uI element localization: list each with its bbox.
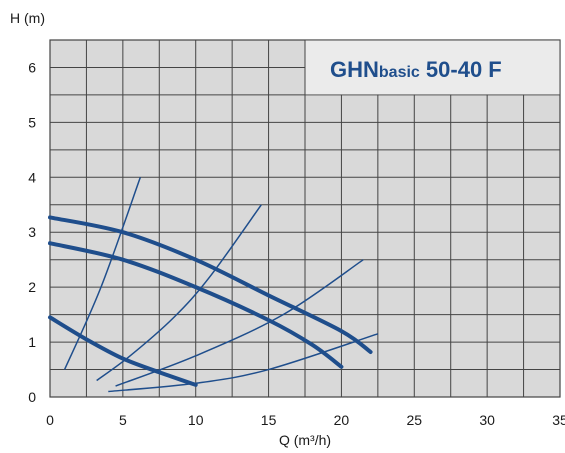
x-tick-label: 35: [552, 412, 565, 428]
pump-curve: [48, 241, 344, 369]
y-axis-label: H (m): [10, 10, 45, 26]
title-mid: basic: [379, 64, 420, 81]
title-box: [305, 40, 560, 95]
pump-curve: [48, 215, 373, 354]
title-prefix: GHN: [330, 57, 379, 82]
x-axis-label: Q (m³/h): [279, 432, 331, 448]
x-tick-label: 0: [46, 412, 54, 428]
tick-labels: 0 5 10 15 20 25 30 35 0 1 2 3 4 5 6: [28, 59, 565, 428]
x-tick-label: 5: [119, 412, 127, 428]
y-tick-label: 0: [28, 389, 36, 405]
x-tick-label: 15: [261, 412, 277, 428]
system-curve: [96, 204, 262, 382]
y-tick-label: 3: [28, 224, 36, 240]
system-curve: [63, 177, 142, 370]
y-tick-label: 4: [28, 169, 36, 185]
y-tick-label: 6: [28, 59, 36, 75]
title-suffix: 50-40 F: [420, 57, 502, 82]
curves-group: [48, 177, 379, 393]
x-tick-label: 30: [479, 412, 495, 428]
y-tick-label: 5: [28, 114, 36, 130]
x-tick-label: 25: [406, 412, 422, 428]
chart-title: GHNbasic 50-40 F: [330, 57, 502, 82]
y-tick-label: 2: [28, 279, 36, 295]
system-curve: [108, 333, 379, 393]
system-curve: [115, 259, 364, 387]
x-tick-label: 10: [188, 412, 204, 428]
pump-curve: [48, 315, 198, 387]
y-tick-label: 1: [28, 334, 36, 350]
x-tick-label: 20: [334, 412, 350, 428]
